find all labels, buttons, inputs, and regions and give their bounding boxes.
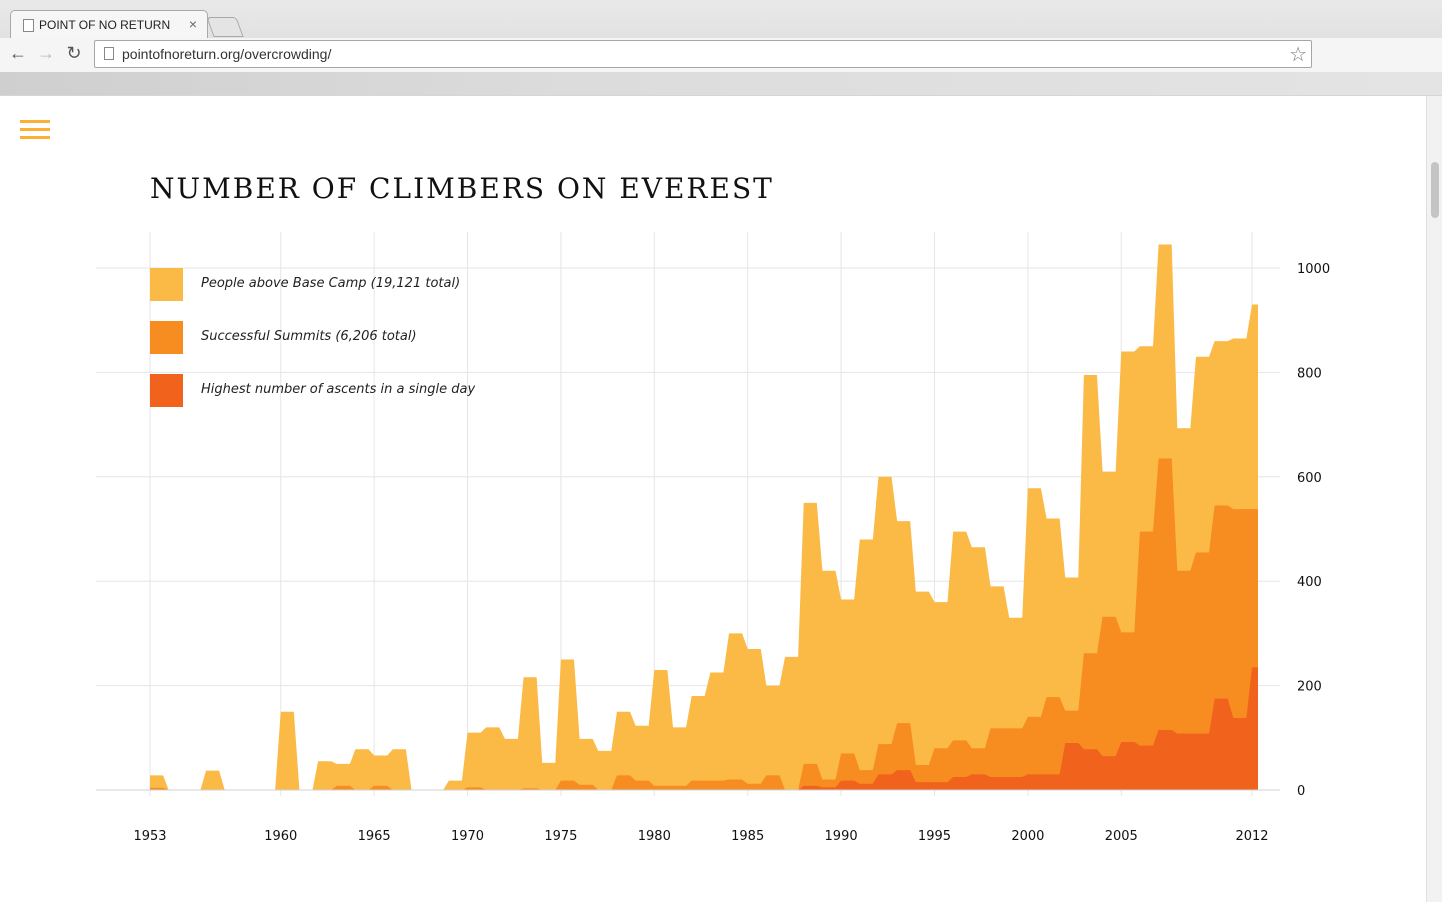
area-chart: 0 200 400 600 800 1000 1953 1960 1965 1970 1975 198… [96, 232, 1330, 844]
legend-item-summits: Successful Summits (6,206 total) [150, 321, 570, 355]
y-tick-label: 1000 [1297, 262, 1330, 277]
bookmarks-bar [0, 72, 1442, 95]
x-tick-label: 2005 [1105, 829, 1138, 844]
back-arrow-icon[interactable]: ← [9, 43, 27, 63]
page-icon [23, 19, 34, 32]
menu-icon[interactable] [20, 120, 50, 140]
new-tab-button[interactable] [206, 17, 244, 37]
y-tick-label: 800 [1297, 366, 1322, 381]
legend-label-summits: Successful Summits (6,206 total) [201, 329, 417, 344]
vertical-scrollbar[interactable] [1426, 96, 1442, 902]
x-tick-label: 2000 [1011, 829, 1044, 844]
area-single-day [150, 667, 1258, 790]
x-tick-label: 2012 [1235, 829, 1268, 844]
legend-label-single-day: Highest number of ascents in a single da… [201, 382, 476, 397]
x-tick-label: 1975 [544, 829, 577, 844]
x-tick-label: 1953 [133, 829, 166, 844]
reload-icon[interactable]: ↻ [66, 43, 82, 63]
browser-toolbar: ← → ↻ pointofnoreturn.org/overcrowding/ … [0, 38, 1442, 72]
tab-title: POINT OF NO RETURN [39, 18, 171, 32]
browser-tab[interactable]: POINT OF NO RETURN × [10, 10, 208, 39]
x-tick-label: 1995 [918, 829, 951, 844]
chart-areas [150, 244, 1258, 790]
x-tick-label: 1965 [358, 829, 391, 844]
x-tick-label: 1970 [451, 829, 484, 844]
x-tick-label: 1980 [638, 829, 671, 844]
y-tick-label: 400 [1297, 575, 1322, 590]
page-icon [104, 47, 114, 60]
chart-axes: 0 200 400 600 800 1000 1953 1960 1965 1970 1975 198… [96, 262, 1330, 844]
legend-label-base-camp: People above Base Camp (19,121 total) [201, 276, 461, 291]
bookmark-star-icon[interactable]: ☆ [1289, 44, 1307, 66]
page-content: NUMBER OF CLIMBERS ON EVEREST 0 200 400 600… [0, 96, 1426, 902]
url-text[interactable]: pointofnoreturn.org/overcrowding/ [122, 46, 332, 62]
y-tick-label: 600 [1297, 471, 1322, 486]
close-icon[interactable]: × [188, 16, 197, 32]
x-tick-label: 1985 [731, 829, 764, 844]
legend-item-single-day: Highest number of ascents in a single da… [150, 374, 570, 408]
x-tick-label: 1990 [825, 829, 858, 844]
x-tick-label: 1960 [264, 829, 297, 844]
forward-arrow-icon[interactable]: → [37, 43, 55, 63]
browser-chrome: POINT OF NO RETURN × ← → ↻ pointofnoretu… [0, 0, 1442, 97]
y-tick-label: 200 [1297, 680, 1322, 695]
legend-item-base-camp: People above Base Camp (19,121 total) [150, 268, 570, 302]
legend-swatch-summits [150, 321, 183, 354]
area-base-camp [150, 244, 1258, 790]
chart-title: NUMBER OF CLIMBERS ON EVEREST [150, 172, 774, 205]
y-tick-label: 0 [1297, 784, 1305, 799]
scrollbar-thumb[interactable] [1431, 162, 1439, 218]
address-bar[interactable]: pointofnoreturn.org/overcrowding/ ☆ [94, 40, 1312, 68]
legend-swatch-base-camp [150, 268, 183, 301]
legend-swatch-single-day [150, 374, 183, 407]
